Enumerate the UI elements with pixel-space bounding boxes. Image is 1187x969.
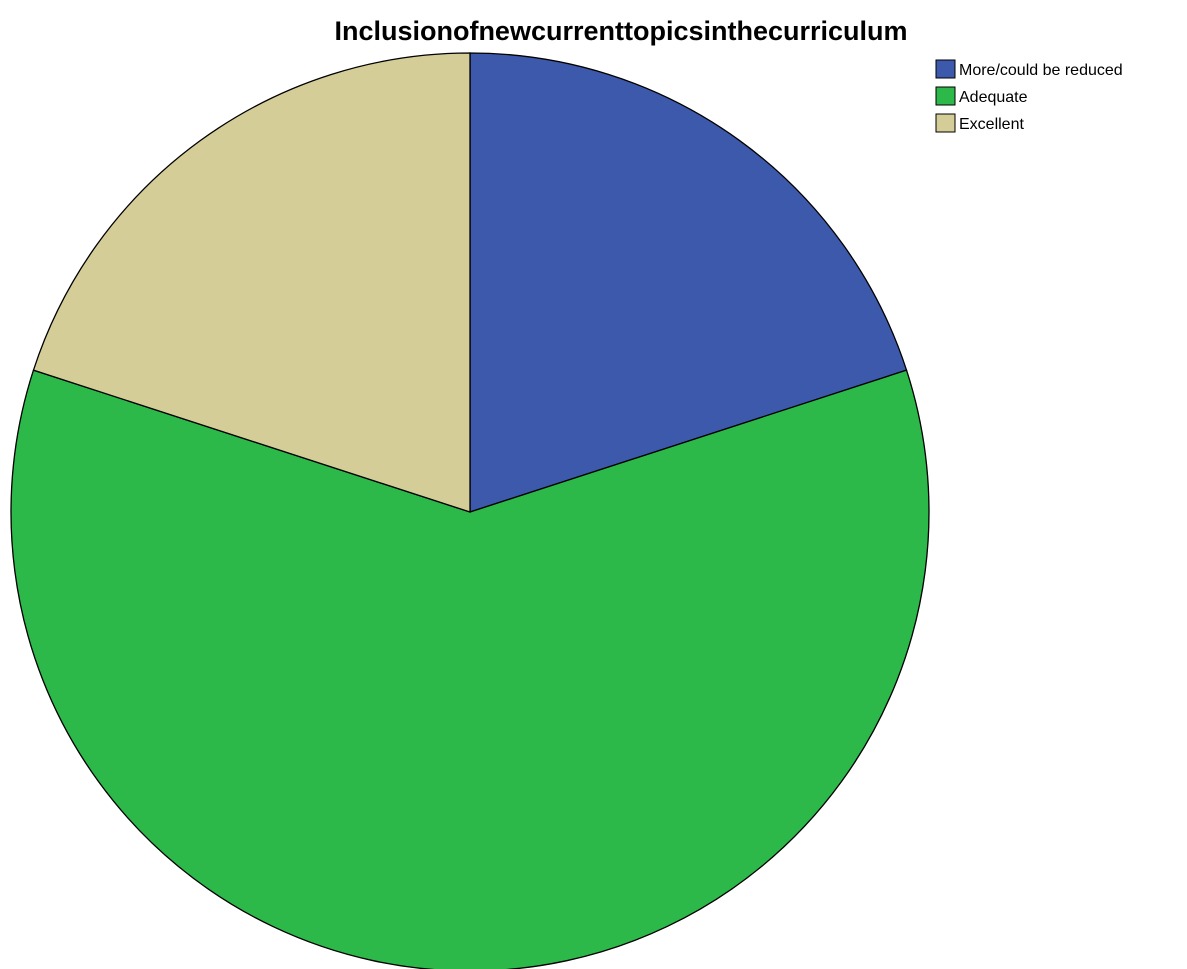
legend-item-more-could-be-reduced: More/could be reduced bbox=[935, 59, 1123, 79]
legend: More/could be reduced Adequate Excellent bbox=[935, 59, 1123, 133]
legend-swatch-adequate bbox=[935, 86, 956, 106]
legend-label-adequate: Adequate bbox=[959, 89, 1028, 106]
legend-label-more-could-be-reduced: More/could be reduced bbox=[959, 62, 1123, 79]
pie-slices bbox=[10, 52, 930, 969]
pie-slice-excellent bbox=[32, 52, 471, 513]
legend-label-excellent: Excellent bbox=[959, 116, 1024, 133]
legend-swatch-more-could-be-reduced bbox=[935, 59, 956, 79]
pie-slice-adequate bbox=[10, 369, 930, 969]
legend-item-excellent: Excellent bbox=[935, 113, 1024, 133]
legend-swatch-excellent bbox=[935, 113, 956, 133]
chart-title: Inclusionofnewcurrenttopicsinthecurricul… bbox=[334, 16, 907, 46]
legend-item-adequate: Adequate bbox=[935, 86, 1028, 106]
pie-slice-more-could-be-reduced bbox=[469, 52, 908, 513]
